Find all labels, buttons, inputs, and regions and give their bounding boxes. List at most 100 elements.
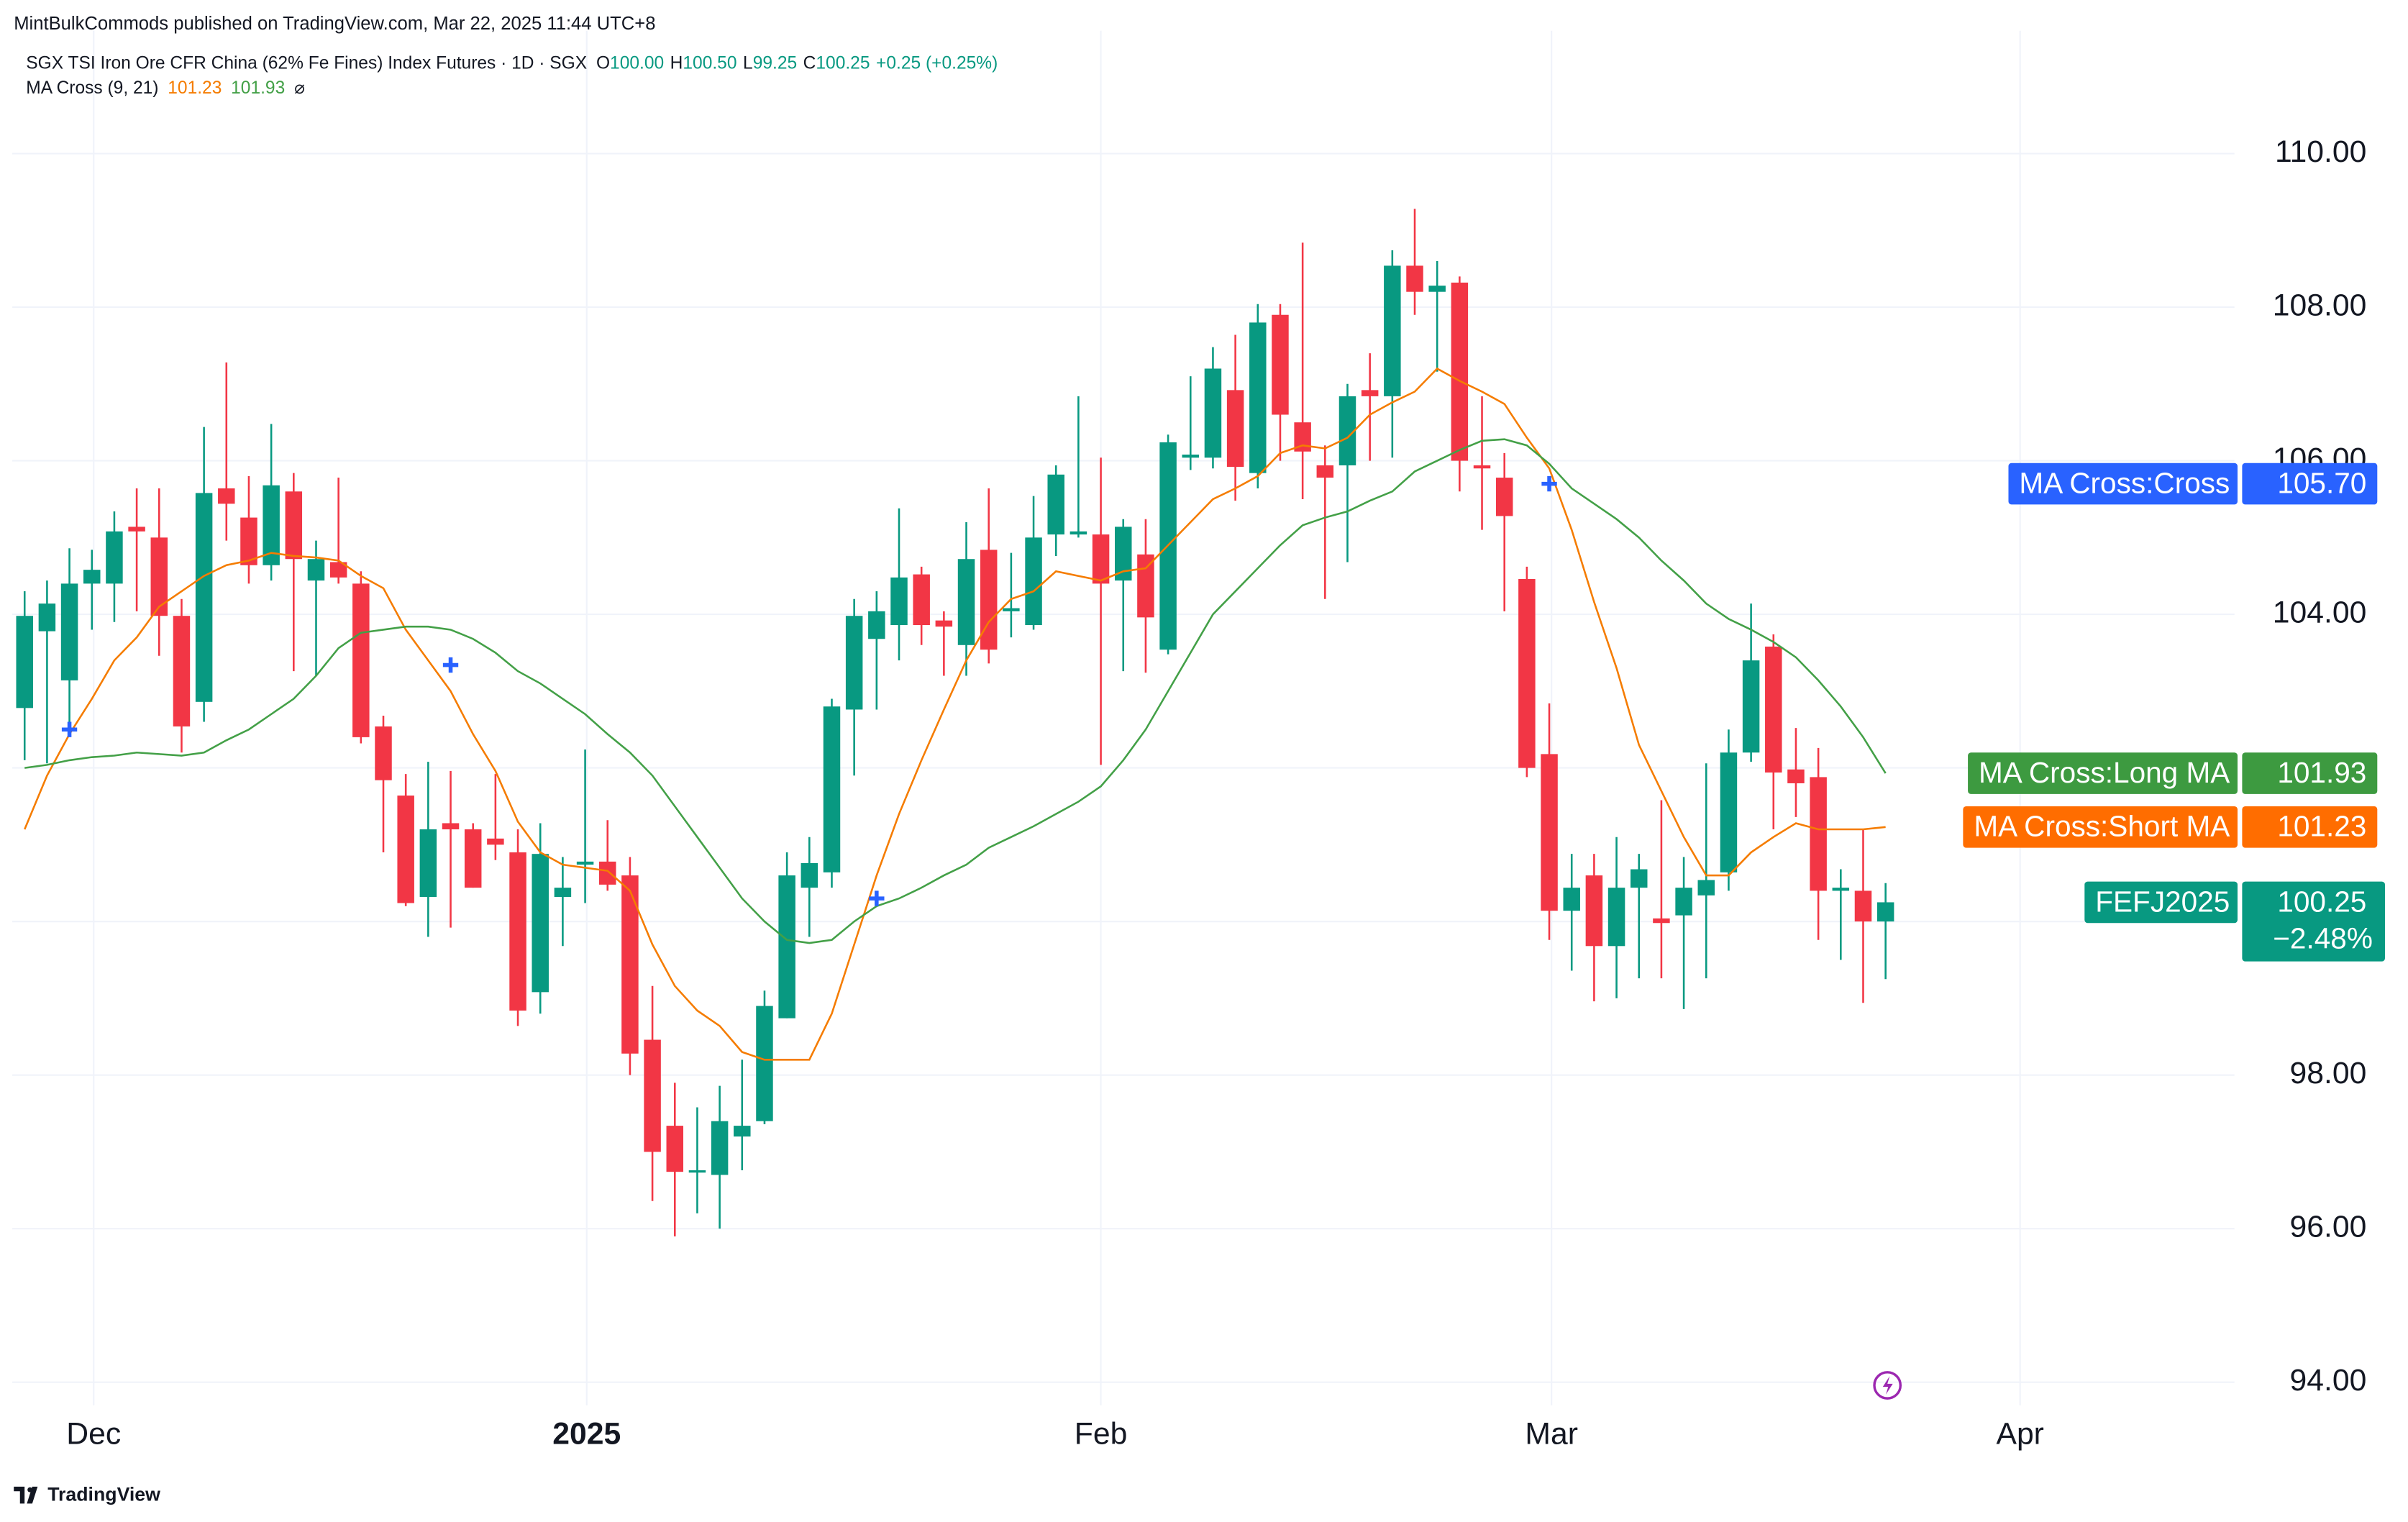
change: +0.25 (+0.25%)	[876, 54, 998, 73]
candle-body	[1631, 869, 1648, 888]
candle-body	[1361, 390, 1379, 396]
y-tick-label: 98.00	[2290, 1056, 2367, 1090]
candle-body	[1025, 537, 1042, 626]
candle-body	[845, 616, 863, 710]
candle-body	[1092, 534, 1110, 584]
candle-body	[734, 1126, 751, 1137]
candle-body	[711, 1121, 729, 1175]
candle-body	[1115, 527, 1132, 581]
ohlc-value: 99.25	[753, 54, 797, 73]
indicator-value: 101.23	[168, 78, 222, 98]
candle-body	[263, 485, 280, 565]
x-tick-label: Mar	[1525, 1417, 1578, 1452]
candle-body	[868, 611, 885, 639]
badges: MA Cross:Cross 105.70 MA Cross:Short MA 101…	[1963, 462, 2385, 962]
candle-body	[1316, 465, 1334, 478]
candle-body	[173, 616, 191, 726]
y-tick-label: 104.00	[2273, 595, 2367, 629]
indicator-icon: ⌀	[294, 78, 305, 98]
candle-body	[1653, 918, 1670, 924]
indicator: MA Cross (9, 21)	[26, 78, 158, 98]
footer-brand: TradingView	[47, 1484, 160, 1505]
plot	[16, 209, 1894, 1236]
candle-body	[1338, 396, 1356, 465]
candle-body	[106, 531, 123, 584]
candle-body	[980, 550, 998, 650]
candle-body	[1720, 752, 1738, 872]
candle-body	[532, 854, 549, 993]
candle-body	[1182, 455, 1200, 458]
candle-body	[1272, 314, 1289, 415]
badge-value-box	[2242, 752, 2378, 794]
ohlc-value: 100.00	[610, 54, 664, 73]
candle-body	[1518, 578, 1536, 768]
candle-body	[1697, 880, 1715, 896]
candle-body	[688, 1170, 706, 1173]
grid	[12, 30, 2235, 1405]
badge-name-box	[1963, 806, 2238, 848]
ma-line	[24, 438, 1887, 944]
candle-body	[1294, 422, 1311, 452]
candle-body	[1047, 474, 1064, 535]
candle-body	[487, 838, 504, 845]
x-tick-label: Feb	[1075, 1417, 1128, 1452]
candle-body	[1249, 322, 1267, 473]
candle-body	[621, 875, 639, 1054]
candle-body	[599, 861, 616, 885]
cross-marker	[442, 657, 459, 673]
candle-body	[1765, 646, 1782, 773]
legend-line: SGX TSI Iron Ore CFR China (62% Fe Fines…	[26, 54, 998, 73]
candle-body	[285, 491, 303, 560]
badge-value: 101.23	[2277, 810, 2366, 843]
candle-body	[1742, 660, 1760, 753]
candle-body	[38, 603, 56, 632]
candle-body	[576, 861, 594, 865]
y-tick-label: 110.00	[2275, 135, 2366, 169]
candle-body	[554, 888, 572, 897]
candle-body	[756, 1006, 773, 1121]
candle-body	[1675, 888, 1692, 916]
ohlc-value: 100.50	[683, 54, 736, 73]
candle-body	[1070, 531, 1087, 535]
badge-name: MA Cross:Long MA	[1979, 756, 2230, 789]
candle-body	[957, 559, 975, 645]
candle-body	[1607, 888, 1625, 947]
indicator-line: MA Cross (9, 21) 101.23 101.93 ⌀	[26, 78, 305, 98]
x-tick-label: 2025	[552, 1417, 621, 1452]
cross-marker	[1541, 475, 1557, 492]
badge-value: 100.25	[2277, 885, 2366, 918]
candle-body	[128, 527, 145, 532]
candle-body	[666, 1126, 684, 1172]
candle-body	[644, 1039, 661, 1152]
candle-body	[1832, 888, 1850, 891]
candle-body	[913, 574, 930, 626]
candle-body	[352, 583, 370, 737]
candle-body	[375, 726, 392, 780]
candle-body	[150, 537, 168, 616]
candle-body	[397, 796, 414, 903]
candle-body	[935, 620, 953, 627]
alert-icon	[1873, 1371, 1902, 1400]
badge-name: MA Cross:Cross	[2019, 466, 2230, 499]
candle-body	[509, 852, 526, 1011]
candle-body	[1495, 478, 1513, 516]
ohlc-key: L	[743, 54, 753, 73]
badge-value-box	[2242, 462, 2378, 505]
footer-logo	[14, 1486, 38, 1504]
candle-body	[1585, 875, 1603, 947]
published-note: MintBulkCommods published on TradingView…	[14, 14, 655, 34]
cross-marker	[61, 721, 78, 737]
candle-body	[16, 616, 33, 708]
candle-body	[240, 517, 257, 565]
candle-body	[801, 862, 818, 888]
candle-body	[1204, 368, 1222, 458]
badge-value-box	[2242, 881, 2385, 962]
candle-body	[218, 488, 235, 504]
badge-name-box	[2084, 881, 2238, 924]
candle-body	[778, 875, 795, 1019]
badge-name: MA Cross:Short MA	[1974, 810, 2230, 843]
candle-body	[1854, 890, 1872, 922]
candle-body	[83, 570, 101, 584]
